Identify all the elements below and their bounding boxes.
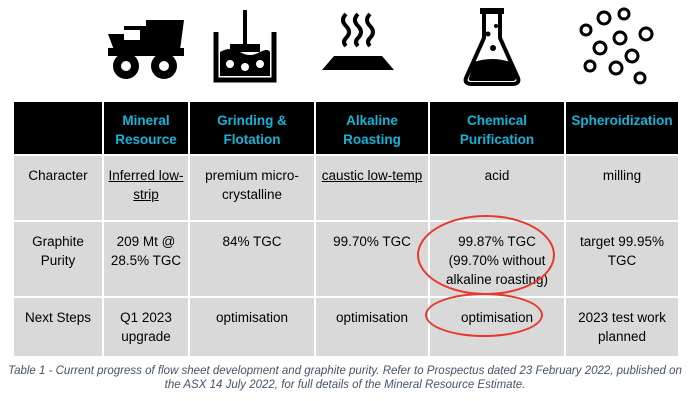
- table-row: Character Inferred low-strip premium mic…: [12, 154, 680, 222]
- optimisation-highlight-ellipse: [425, 293, 543, 337]
- table-cell: caustic low-temp: [314, 154, 430, 222]
- table-cell: optimisation: [188, 296, 316, 358]
- header-alkaline-roasting: Alkaline Roasting: [314, 100, 430, 156]
- header-spheroidization: Spheroidization: [564, 100, 680, 156]
- table-cell: 2023 test work planned: [564, 296, 680, 358]
- table-caption: Table 1 - Current progress of flow sheet…: [8, 365, 682, 391]
- flask-icon: [460, 4, 524, 88]
- table-cell: premium micro-crystalline: [188, 154, 316, 222]
- spheres-icon: [576, 4, 660, 88]
- purity-highlight-ellipse: [417, 215, 555, 295]
- table-row: Graphite Purity 209 Mt @ 28.5% TGC 84% T…: [12, 220, 680, 298]
- table-header-row: Mineral Resource Grinding & Flotation Al…: [12, 100, 680, 156]
- heated-roasting-icon: [320, 4, 396, 88]
- grinding-tank-icon: [210, 4, 280, 88]
- row-label: Character: [12, 154, 104, 222]
- table-cell: milling: [564, 154, 680, 222]
- table-cell: 99.70% TGC: [314, 220, 430, 298]
- table-cell: 209 Mt @ 28.5% TGC: [102, 220, 190, 298]
- table-cell: optimisation: [314, 296, 430, 358]
- header-corner: [12, 100, 104, 156]
- header-chemical-purification: Chemical Purification: [428, 100, 566, 156]
- table-cell: Inferred low-strip: [102, 154, 190, 222]
- mining-truck-icon: [104, 4, 188, 88]
- flow-sheet-table: Mineral Resource Grinding & Flotation Al…: [12, 100, 680, 358]
- table-cell: acid: [428, 154, 566, 222]
- table-cell: target 99.95% TGC: [564, 220, 680, 298]
- table-cell: Q1 2023 upgrade: [102, 296, 190, 358]
- header-mineral-resource: Mineral Resource: [102, 100, 190, 156]
- table-row: Next Steps Q1 2023 upgrade optimisation …: [12, 296, 680, 358]
- row-label: Next Steps: [12, 296, 104, 358]
- header-grinding-flotation: Grinding & Flotation: [188, 100, 316, 156]
- row-label: Graphite Purity: [12, 220, 104, 298]
- table-cell: 84% TGC: [188, 220, 316, 298]
